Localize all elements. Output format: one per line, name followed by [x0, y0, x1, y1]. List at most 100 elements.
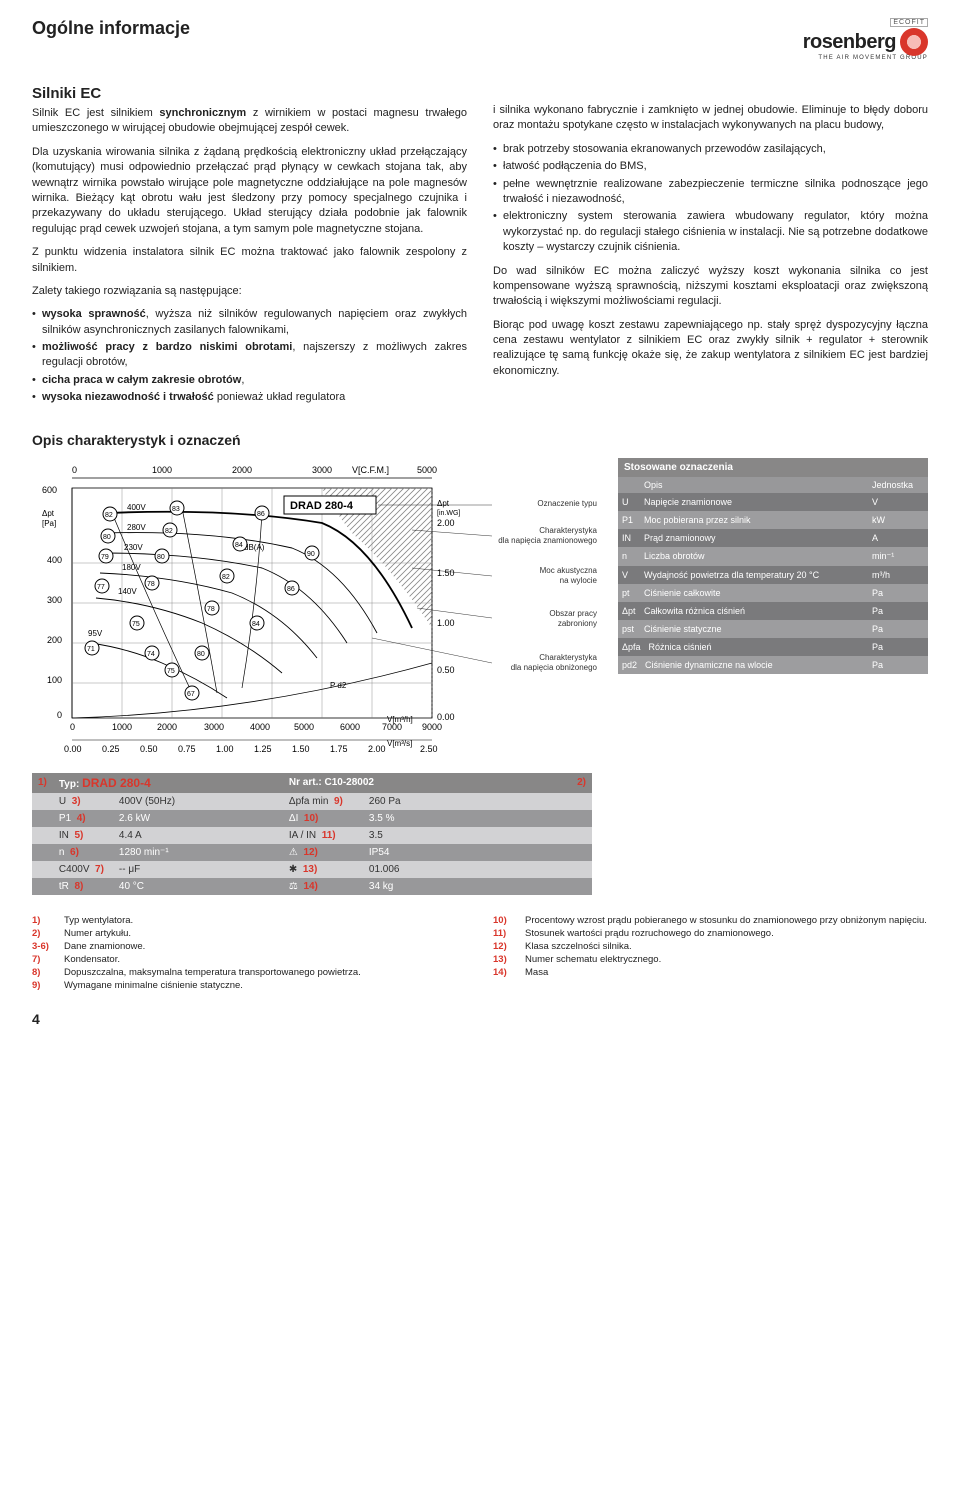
spec-header-row: 1) Typ: DRAD 280-4 Nr art.: C10-28002 2)	[32, 773, 592, 793]
body-columns: Silniki EC Silnik EC jest silnikiem sync…	[32, 85, 928, 414]
svg-text:180V: 180V	[122, 563, 141, 572]
footnote: 12)Klasa szczelności silnika.	[493, 941, 928, 952]
svg-text:0.75: 0.75	[178, 744, 196, 754]
svg-text:1.00: 1.00	[437, 618, 455, 628]
list-item: łatwość podłączenia do BMS,	[493, 159, 928, 174]
svg-text:1.50: 1.50	[292, 744, 310, 754]
advantages-list: wysoka sprawność, wyższa niż silników re…	[32, 307, 467, 405]
para-4: Zalety takiego rozwiązania są następując…	[32, 284, 467, 299]
svg-text:DRAD 280-4: DRAD 280-4	[290, 500, 354, 512]
notation-table: Stosowane oznaczenia OpisJednostka UNapi…	[618, 458, 928, 674]
svg-text:79: 79	[101, 554, 109, 561]
svg-text:80: 80	[103, 534, 111, 541]
svg-text:78: 78	[147, 581, 155, 588]
svg-text:600: 600	[42, 485, 57, 495]
svg-text:84: 84	[252, 621, 260, 628]
svg-text:dla napięcia znamionowego: dla napięcia znamionowego	[498, 536, 597, 545]
svg-text:400: 400	[47, 555, 62, 565]
spec-row: tR 8)40 °C⚖ 14)34 kg	[32, 878, 592, 895]
footnote: 8)Dopuszczalna, maksymalna temperatura t…	[32, 967, 467, 978]
svg-text:90: 90	[307, 551, 315, 558]
svg-text:78: 78	[207, 606, 215, 613]
footnote: 2)Numer artykułu.	[32, 928, 467, 939]
svg-text:83: 83	[172, 506, 180, 513]
spec-row: n 6)1280 min⁻¹⚠ 12)IP54	[32, 844, 592, 861]
list-item: pełne wewnętrznie realizowane zabezpiecz…	[493, 177, 928, 208]
right-list: brak potrzeby stosowania ekranowanych pr…	[493, 142, 928, 256]
svg-text:75: 75	[132, 621, 140, 628]
spec-row: P1 4)2.6 kWΔI 10)3.5 %	[32, 810, 592, 827]
svg-text:1.25: 1.25	[254, 744, 272, 754]
svg-text:na wylocie: na wylocie	[560, 576, 598, 585]
svg-text:82: 82	[165, 528, 173, 535]
svg-text:300: 300	[47, 595, 62, 605]
svg-text:3000: 3000	[204, 722, 224, 732]
svg-text:1000: 1000	[112, 722, 132, 732]
svg-text:5000: 5000	[417, 465, 437, 475]
footnotes: 1)Typ wentylatora. 2)Numer artykułu. 3-6)D…	[32, 915, 928, 993]
svg-text:Charakterystyka: Charakterystyka	[539, 526, 597, 535]
svg-text:Oznaczenie typu: Oznaczenie typu	[537, 499, 597, 508]
svg-text:0: 0	[72, 465, 77, 475]
svg-text:2000: 2000	[232, 465, 252, 475]
svg-text:0.50: 0.50	[140, 744, 158, 754]
svg-text:100: 100	[47, 675, 62, 685]
svg-text:82: 82	[222, 574, 230, 581]
svg-text:400V: 400V	[127, 503, 146, 512]
footnote: 1)Typ wentylatora.	[32, 915, 467, 926]
svg-text:0.50: 0.50	[437, 665, 455, 675]
spec-row: U 3)400V (50Hz)Δpfa min 9)260 Pa	[32, 793, 592, 810]
footnotes-right: 10)Procentowy wzrost prądu pobieranego w…	[493, 915, 928, 993]
svg-text:V[m³/s]: V[m³/s]	[387, 739, 412, 748]
list-item: brak potrzeby stosowania ekranowanych pr…	[493, 142, 928, 157]
svg-text:86: 86	[287, 586, 295, 593]
notation-row: P1Moc pobierana przez silnikkW	[618, 511, 928, 529]
brand-logo: ECOFIT rosenberg THE AIR MOVEMENT GROUP	[803, 18, 928, 61]
svg-text:3000: 3000	[312, 465, 332, 475]
list-item: możliwość pracy z bardzo niskimi obrotam…	[32, 340, 467, 371]
svg-text:[Pa]: [Pa]	[42, 519, 56, 528]
page-title: Ogólne informacje	[32, 18, 190, 39]
list-item: elektroniczny system sterowania zawiera …	[493, 209, 928, 255]
svg-text:6000: 6000	[340, 722, 360, 732]
list-item: wysoka sprawność, wyższa niż silników re…	[32, 307, 467, 338]
svg-text:2000: 2000	[157, 722, 177, 732]
footnote: 3-6)Dane znamionowe.	[32, 941, 467, 952]
section-title: Silniki EC	[32, 85, 467, 102]
logo-ecofit: ECOFIT	[890, 18, 928, 27]
svg-text:0.25: 0.25	[102, 744, 120, 754]
svg-text:95V: 95V	[88, 629, 103, 638]
svg-text:0: 0	[57, 710, 62, 720]
para-r2: Do wad silników EC można zaliczyć wyższy…	[493, 264, 928, 310]
notation-row: ΔptCałkowita różnica ciśnieńPa	[618, 602, 928, 620]
para-2: Dla uzyskania wirowania silnika z żądaną…	[32, 145, 467, 237]
svg-text:Δpt: Δpt	[42, 509, 55, 518]
spec-row: IN 5)4.4 AIA / IN 11)3.5	[32, 827, 592, 844]
svg-text:5000: 5000	[294, 722, 314, 732]
svg-text:1000: 1000	[152, 465, 172, 475]
svg-text:140V: 140V	[118, 587, 137, 596]
page-number: 4	[32, 1011, 928, 1027]
svg-text:V[C.F.M.]: V[C.F.M.]	[352, 465, 389, 475]
svg-text:80: 80	[157, 554, 165, 561]
svg-text:86: 86	[257, 511, 265, 518]
svg-text:0.00: 0.00	[437, 712, 455, 722]
svg-text:80: 80	[197, 651, 205, 658]
svg-text:200: 200	[47, 635, 62, 645]
notation-row: INPrąd znamionowyA	[618, 529, 928, 547]
list-item: wysoka niezawodność i trwałość ponieważ …	[32, 390, 467, 405]
svg-text:9000: 9000	[422, 722, 442, 732]
svg-text:[in.WG]: [in.WG]	[437, 510, 460, 517]
svg-text:Obszar pracy: Obszar pracy	[549, 609, 597, 618]
footnote: 11)Stosunek wartości prądu rozruchowego …	[493, 928, 928, 939]
svg-text:230V: 230V	[124, 543, 143, 552]
list-item: cicha praca w całym zakresie obrotów,	[32, 373, 467, 388]
notation-row: UNapięcie znamionoweV	[618, 493, 928, 511]
notation-row: pstCiśnienie statycznePa	[618, 620, 928, 638]
svg-text:280V: 280V	[127, 523, 146, 532]
svg-text:77: 77	[97, 584, 105, 591]
svg-text:2.00: 2.00	[368, 744, 386, 754]
right-column: i silnika wykonano fabrycznie i zamknięt…	[493, 85, 928, 414]
svg-text:4000: 4000	[250, 722, 270, 732]
footnote: 9)Wymagane minimalne ciśnienie statyczne…	[32, 980, 467, 991]
